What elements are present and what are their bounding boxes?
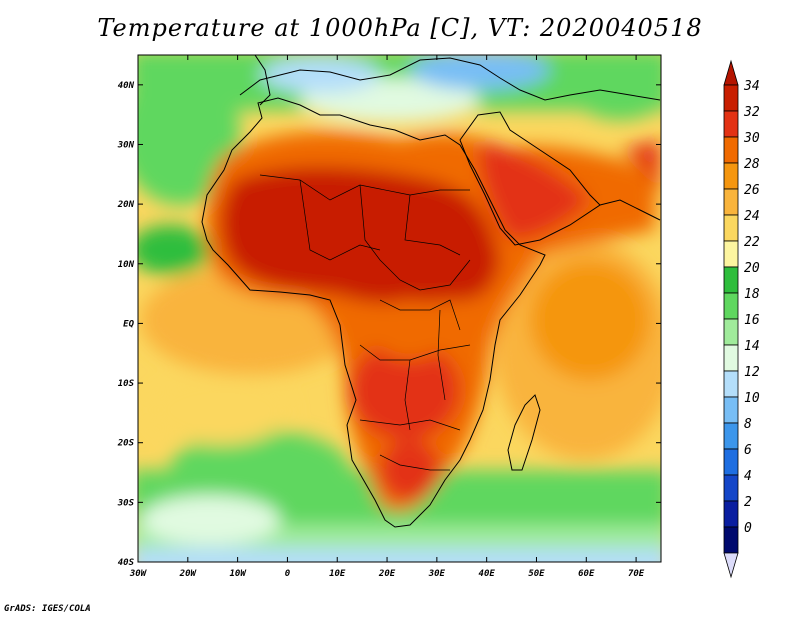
colorbar-bottom-arrow	[723, 552, 739, 579]
field-south-hot	[380, 440, 440, 500]
y-tick-label: 10N	[118, 260, 135, 270]
border-central	[379, 299, 461, 331]
colorbar-label: 16	[744, 313, 760, 328]
colorbar-swatch	[723, 110, 739, 138]
x-tick-label: 60E	[578, 569, 595, 579]
x-tick-label: 40E	[479, 569, 496, 579]
colorbar-swatch	[723, 136, 739, 164]
field-natl-green	[138, 65, 240, 205]
x-tick-label: 10E	[329, 569, 346, 579]
colorbar-label: 34	[743, 79, 760, 94]
field-ind-warmer	[530, 260, 650, 380]
colorbar-label: 12	[744, 365, 760, 380]
coastline-africa	[201, 97, 546, 528]
colorbar-swatch	[723, 84, 739, 112]
colorbar-swatch	[723, 188, 739, 216]
colorbar-label: 22	[744, 235, 760, 250]
y-tick-label: 20S	[117, 439, 135, 449]
border-chad-sudan	[359, 184, 471, 291]
y-tick-label: 30S	[117, 498, 135, 508]
border-sudan	[404, 194, 461, 256]
map-title: Temperature at 1000hPa [C], VT: 20200405…	[97, 14, 703, 42]
x-tick-label: 50E	[528, 569, 545, 579]
y-tick-label: EQ	[123, 319, 134, 329]
coastline-madagascar	[507, 394, 541, 471]
colorbar-label: 14	[744, 339, 760, 354]
colorbar-swatch	[723, 474, 739, 502]
colorbar-swatch	[723, 240, 739, 268]
colorbar-label: 28	[744, 157, 760, 172]
x-tick-label: 30W	[129, 569, 148, 579]
colorbar-top-arrow	[723, 59, 739, 86]
y-tick-label: 40N	[118, 81, 135, 91]
colorbar-label: 30	[743, 131, 760, 146]
y-tick-label: 10S	[118, 379, 135, 389]
border-lakes	[437, 309, 446, 401]
colorbar-label: 0	[744, 521, 752, 536]
x-tick-label: 20E	[378, 569, 396, 579]
border-angola	[359, 419, 461, 431]
y-tick-label: 30N	[117, 140, 135, 150]
border-drc-south	[404, 359, 411, 431]
colorbar-swatch	[723, 500, 739, 528]
field-europe-blue	[260, 57, 380, 93]
coastlines	[201, 55, 661, 528]
colorbar-label: 4	[744, 469, 752, 484]
grads-credit: GrADS: IGES/COLA	[4, 604, 91, 614]
colorbar-swatch	[723, 292, 739, 320]
colorbar-label: 20	[744, 261, 760, 276]
colorbar-label: 18	[744, 287, 760, 302]
x-tick-label: 70E	[628, 569, 645, 579]
field-congo-warm	[370, 300, 450, 360]
field-guinea-green	[138, 225, 210, 275]
colorbar-label: 26	[744, 183, 760, 198]
coastline-iberia	[254, 55, 271, 106]
x-axis: 30W 20W 10W 0 10E 20E 30E 40E 50E 60E 70E	[129, 55, 645, 579]
colorbar-label: 10	[744, 391, 760, 406]
plot-frame	[137, 54, 662, 563]
y-tick-label: 20N	[117, 200, 135, 210]
colorbar-label: 6	[744, 443, 752, 458]
border-west-africa	[299, 179, 381, 261]
field-iran-green	[575, 70, 661, 120]
field-sahel-hot	[220, 166, 500, 304]
coastline-iran	[599, 199, 661, 221]
border-southern	[379, 454, 450, 471]
field-turkey-blue	[410, 55, 550, 90]
x-tick-label: 10W	[229, 569, 247, 579]
y-tick-label: 40S	[118, 558, 135, 568]
x-tick-label: 20W	[179, 569, 198, 579]
colorbar-label: 32	[743, 105, 760, 120]
colorbar-label: 2	[744, 495, 752, 510]
y-axis: 40N 30N 20N 10N EQ 10S 20S 30S 40S	[117, 81, 661, 568]
colorbar-swatch	[723, 370, 739, 398]
x-tick-label: 0	[285, 569, 291, 579]
colorbar-label: 8	[744, 417, 752, 432]
colorbar-swatch	[723, 526, 739, 554]
field-satl-cool	[140, 495, 280, 545]
colorbar-swatch	[723, 162, 739, 190]
temperature-field	[138, 55, 661, 562]
colorbar-swatch	[723, 422, 739, 450]
colorbar-swatch	[723, 266, 739, 294]
colorbar-swatch	[723, 318, 739, 346]
borders	[259, 174, 471, 471]
colorbar-swatch	[723, 344, 739, 372]
field-satl-green	[170, 430, 350, 510]
field-central-hot	[350, 340, 460, 440]
colorbar-swatch	[723, 448, 739, 476]
colorbar-swatch	[723, 396, 739, 424]
field-satl-yellow	[150, 375, 290, 445]
field-arabia-hot	[479, 140, 590, 240]
colorbar-swatch	[723, 214, 739, 242]
x-tick-label: 30E	[428, 569, 446, 579]
field-iran-hot	[620, 140, 660, 200]
coastline-europe	[239, 57, 661, 101]
field-south-blue	[138, 548, 661, 562]
colorbar-label: 24	[744, 209, 760, 224]
